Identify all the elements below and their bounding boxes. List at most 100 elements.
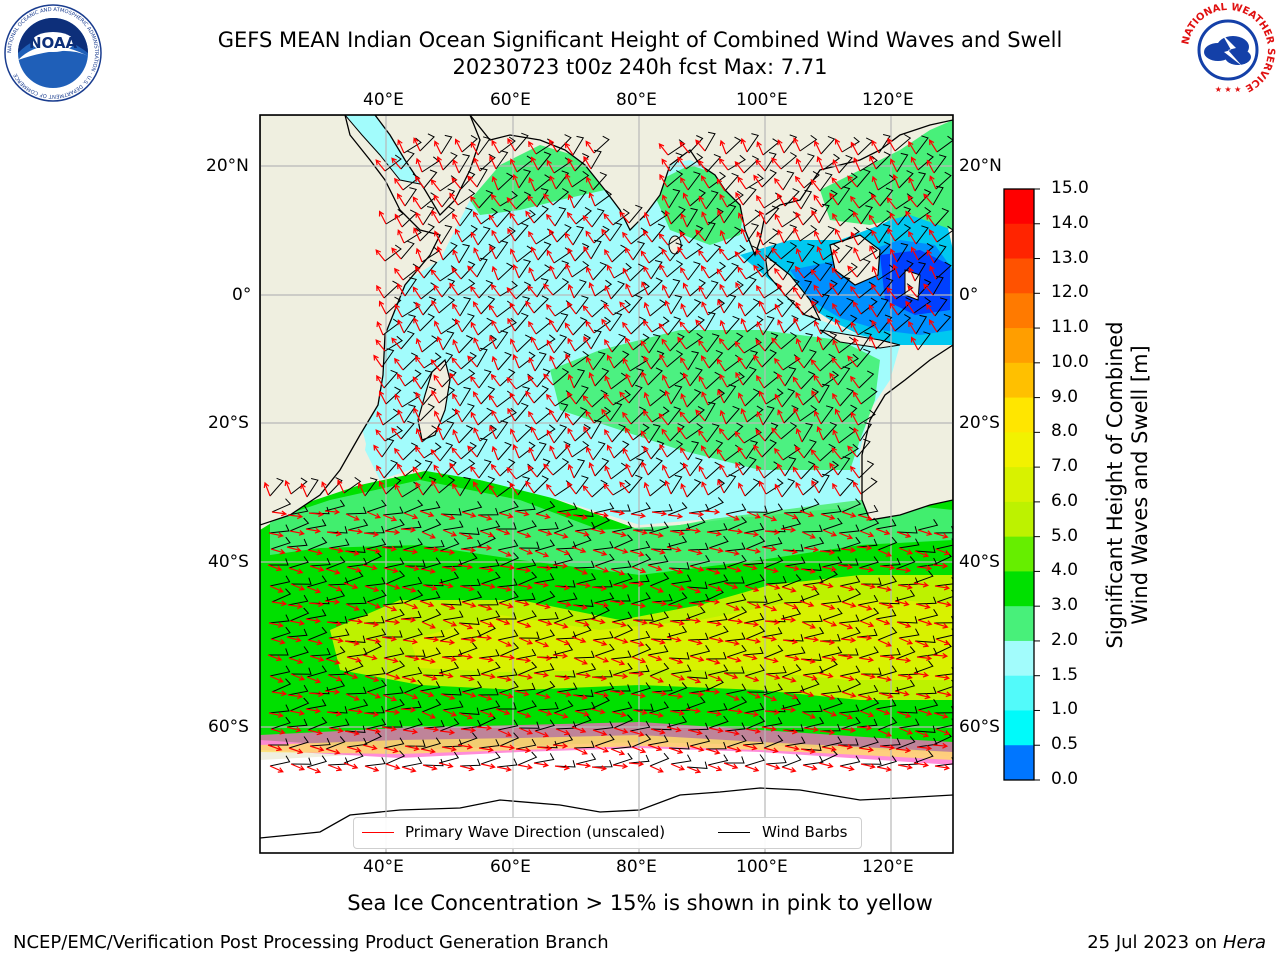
wind-barb	[517, 386, 531, 406]
wave-direction-arrow	[878, 602, 894, 609]
wind-barb	[857, 504, 879, 516]
wave-direction-arrow	[516, 621, 532, 628]
wave-direction-arrow	[630, 692, 647, 699]
wind-barb	[650, 440, 665, 460]
wind-barb	[400, 700, 422, 710]
wave-direction-arrow	[378, 390, 387, 405]
wave-direction-arrow	[647, 654, 663, 662]
wave-direction-arrow	[632, 529, 648, 536]
wind-barb	[517, 476, 531, 496]
wave-direction-arrow	[499, 744, 516, 751]
colorbar-tick-label: 3.0	[1051, 595, 1079, 616]
wind-barb	[478, 369, 492, 389]
wave-direction-arrow	[433, 464, 443, 478]
wave-direction-arrow	[601, 228, 611, 242]
wave-direction-arrow	[758, 390, 767, 405]
wave-direction-arrow	[452, 338, 460, 354]
wind-barb	[403, 137, 422, 154]
wind-barb	[479, 334, 498, 352]
wave-direction-arrow	[716, 178, 726, 192]
wave-direction-arrow	[419, 690, 435, 698]
wind-barb	[441, 459, 457, 478]
wind-barb	[593, 225, 610, 244]
wave-direction-arrow	[853, 337, 861, 352]
wave-direction-arrow	[594, 565, 610, 573]
wind-barb	[688, 135, 704, 154]
wind-barb	[744, 574, 765, 587]
wind-barb	[819, 262, 833, 282]
lon-label-top-100e: 100°E	[736, 90, 788, 110]
wind-barb	[705, 190, 719, 210]
wind-barb	[781, 298, 796, 318]
wave-direction-arrow	[365, 548, 381, 554]
wind-barb	[780, 152, 798, 170]
wave-direction-arrow	[933, 712, 949, 719]
wave-direction-arrow	[488, 394, 498, 408]
wave-direction-arrow	[877, 549, 892, 557]
wind-barb	[344, 635, 366, 643]
wind-barb	[763, 554, 784, 569]
wave-direction-arrow	[763, 567, 779, 574]
wave-direction-arrow	[566, 211, 577, 225]
wind-barb	[346, 647, 368, 658]
wind-barb	[537, 241, 552, 261]
wind-barb	[628, 474, 643, 494]
wave-direction-arrow	[680, 446, 689, 461]
wind-barb	[631, 733, 652, 748]
wave-direction-arrow	[477, 694, 493, 701]
wind-barb	[517, 751, 538, 766]
wave-direction-arrow	[528, 176, 536, 192]
wind-barb	[476, 257, 488, 278]
wave-direction-arrow	[420, 658, 436, 664]
wind-barb	[478, 739, 500, 749]
wind-barb	[552, 553, 574, 566]
wind-barb	[403, 679, 424, 694]
wave-direction-arrow	[498, 512, 514, 519]
wave-direction-arrow	[510, 158, 518, 173]
wave-direction-arrow	[847, 265, 858, 278]
wind-barb	[423, 442, 442, 459]
wind-barb	[686, 671, 708, 679]
wave-direction-arrow	[832, 338, 840, 354]
wave-direction-arrow	[929, 265, 937, 280]
wave-direction-arrow	[326, 530, 343, 537]
wind-barb	[404, 739, 426, 747]
wind-barb	[878, 686, 900, 695]
wind-barb	[800, 563, 822, 571]
wind-barb	[363, 615, 385, 624]
wave-direction-arrow	[840, 547, 857, 553]
wave-direction-arrow	[839, 585, 855, 592]
wave-direction-arrow	[740, 317, 748, 333]
wind-barb	[517, 209, 536, 226]
wave-direction-arrow	[756, 284, 765, 299]
wind-barb	[820, 505, 842, 515]
wave-direction-arrow	[528, 356, 536, 372]
wind-barb	[362, 731, 382, 746]
wave-direction-arrow	[590, 528, 606, 535]
wave-direction-arrow	[583, 335, 592, 350]
wind-barb	[458, 527, 480, 535]
wave-direction-arrow	[856, 544, 873, 551]
wind-barb	[365, 718, 387, 730]
wind-barb	[724, 632, 746, 642]
wave-direction-arrow	[641, 281, 649, 296]
wind-barb	[670, 384, 683, 405]
wind-barb	[572, 135, 585, 156]
wave-direction-arrow	[816, 245, 824, 261]
wind-barb	[841, 226, 860, 243]
wind-barb	[761, 349, 777, 368]
wind-barb	[438, 206, 456, 224]
wave-direction-arrow	[734, 161, 745, 174]
wind-barb	[896, 242, 909, 263]
wind-barb	[268, 648, 289, 656]
wave-direction-arrow	[567, 373, 575, 389]
wind-barb	[784, 456, 797, 477]
wind-barb	[667, 316, 682, 336]
wave-direction-arrow	[347, 618, 364, 625]
wave-direction-arrow	[708, 547, 724, 554]
wind-barb	[727, 516, 748, 531]
wind-barb	[496, 578, 518, 588]
wave-direction-arrow	[552, 742, 569, 749]
wind-barb	[685, 696, 706, 710]
wave-direction-arrow	[782, 728, 799, 735]
